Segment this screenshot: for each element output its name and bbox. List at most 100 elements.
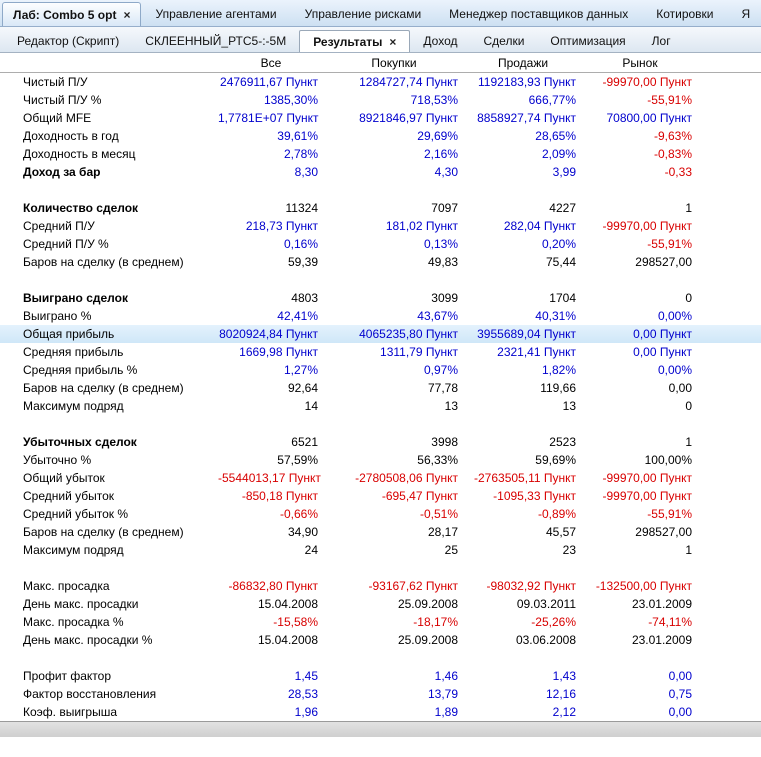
cell-value: 1,45: [294, 669, 318, 683]
table-row[interactable]: Убыточных сделок 6521 3998 2523 1: [0, 433, 761, 451]
sub-tab-5[interactable]: Оптимизация: [537, 29, 638, 52]
cell-value: 1,7781E+07 Пункт: [218, 111, 319, 125]
table-row[interactable]: Чистый П/У % 1385,30% 718,53% 666,77% -55,91…: [0, 91, 761, 109]
cell-value: 13: [562, 399, 576, 413]
table-row[interactable]: Средний убыток % -0,66% -0,51% -0,89% -55,91…: [0, 505, 761, 523]
table-row[interactable]: Баров на сделку (в среднем) 92,64 77,78 119…: [0, 379, 761, 397]
table-row[interactable]: Доход за бар 8,30 4,30 3,99 -0,33: [0, 163, 761, 181]
table-row[interactable]: Коэф. выигрыша 1,96 1,89 2,12 0,00: [0, 703, 761, 721]
cell-value: [464, 271, 582, 289]
cell-value: -55,91%: [647, 507, 692, 521]
cell-value: 8858927,74 Пункт: [477, 111, 576, 125]
main-tab-0[interactable]: Лаб: Combo 5 opt ×: [2, 2, 142, 26]
row-label: День макс. просадки: [23, 597, 139, 611]
cell-value: -98032,92 Пункт: [486, 579, 576, 593]
table-row[interactable]: Средний П/У % 0,16% 0,13% 0,20% -55,91%: [0, 235, 761, 253]
cell-value: 8020924,84 Пункт: [219, 327, 318, 341]
row-label: Средний П/У: [23, 219, 95, 233]
table-row[interactable]: Средний убыток -850,18 Пункт -695,47 Пункт…: [0, 487, 761, 505]
main-tab-3[interactable]: Менеджер поставщиков данных: [435, 2, 642, 26]
table-row[interactable]: Макс. просадка % -15,58% -18,17% -25,26% -74…: [0, 613, 761, 631]
tab-label: Доход: [423, 33, 458, 48]
cell-value: [218, 415, 324, 433]
table-row[interactable]: День макс. просадки % 15.04.2008 25.09.200…: [0, 631, 761, 649]
cell-value: 39,61%: [277, 129, 318, 143]
table-row[interactable]: Максимум подряд 14 13 13 0: [0, 397, 761, 415]
main-tab-5[interactable]: Я: [728, 2, 761, 26]
tab-label: Результаты: [313, 34, 383, 49]
cell-value: -93167,62 Пункт: [368, 579, 458, 593]
cell-value: 0,00 Пункт: [633, 345, 692, 359]
sub-tab-2[interactable]: Результаты ×: [299, 30, 411, 52]
table-row[interactable]: Средняя прибыль 1669,98 Пункт 1311,79 Пунк…: [0, 343, 761, 361]
table-row[interactable]: Средняя прибыль % 1,27% 0,97% 1,82% 0,00%: [0, 361, 761, 379]
row-label: Макс. просадка: [23, 579, 110, 593]
table-row[interactable]: Доходность в год 39,61% 29,69% 28,65% -9,63%: [0, 127, 761, 145]
table-row[interactable]: Средний П/У 218,73 Пункт 181,02 Пункт 282,0…: [0, 217, 761, 235]
cell-value: 1311,79 Пункт: [380, 345, 458, 359]
cell-value: 218,73 Пункт: [245, 219, 318, 233]
document-tab-bar: Редактор (Скрипт) СКЛЕЕННЫЙ_РТС5-:-5М Резу…: [0, 27, 761, 53]
row-label: Общий убыток: [23, 471, 105, 485]
cell-value: 28,65%: [535, 129, 576, 143]
cell-value: 15.04.2008: [257, 597, 318, 611]
cell-value: 24: [304, 543, 318, 557]
cell-value: 11324: [285, 201, 318, 215]
cell-value: 4227: [549, 201, 576, 215]
table-row[interactable]: Фактор восстановления 28,53 13,79 12,16 0,75: [0, 685, 761, 703]
column-header-3[interactable]: Рынок: [622, 56, 658, 70]
cell-value: 56,33%: [417, 453, 458, 467]
cell-value: 59,69%: [535, 453, 576, 467]
close-icon[interactable]: ×: [389, 34, 397, 49]
cell-value: 25.09.2008: [397, 597, 458, 611]
table-row[interactable]: Профит фактор 1,45 1,46 1,43 0,00: [0, 667, 761, 685]
table-row[interactable]: Количество сделок 11324 7097 4227 1: [0, 199, 761, 217]
sub-tab-0[interactable]: Редактор (Скрипт): [4, 29, 132, 52]
table-row[interactable]: Общий MFE 1,7781E+07 Пункт 8921846,97 Пунк…: [0, 109, 761, 127]
cell-value: 23.01.2009: [631, 633, 692, 647]
cell-value: [464, 559, 582, 577]
table-row[interactable]: Максимум подряд 24 25 23 1: [0, 541, 761, 559]
sub-tab-1[interactable]: СКЛЕЕННЫЙ_РТС5-:-5М: [132, 29, 299, 52]
cell-value: 1284727,74 Пункт: [359, 75, 458, 89]
app-window: Лаб: Combo 5 opt × Управление агентами Упра…: [0, 0, 761, 737]
cell-value: -2763505,11 Пункт: [474, 471, 576, 485]
close-icon[interactable]: ×: [123, 7, 131, 22]
cell-value: -0,89%: [537, 507, 576, 521]
table-row[interactable]: Баров на сделку (в среднем) 34,90 28,17 45,…: [0, 523, 761, 541]
sub-tab-3[interactable]: Доход: [410, 29, 470, 52]
cell-value: 77,78: [427, 381, 458, 395]
sub-tab-4[interactable]: Сделки: [471, 29, 538, 52]
cell-value: 8921846,97 Пункт: [359, 111, 458, 125]
tab-label: Я: [741, 7, 751, 21]
main-tab-2[interactable]: Управление рисками: [291, 2, 436, 26]
sub-tab-6[interactable]: Лог: [639, 29, 684, 52]
column-header-2[interactable]: Продажи: [497, 56, 549, 70]
row-label: Средний П/У %: [23, 237, 109, 251]
cell-value: 298527,00: [635, 525, 692, 539]
table-row[interactable]: Макс. просадка -86832,80 Пункт -93167,62 П…: [0, 577, 761, 595]
main-tab-4[interactable]: Котировки: [642, 2, 727, 26]
cell-value: 28,17: [427, 525, 458, 539]
table-row[interactable]: Общая прибыль 8020924,84 Пункт 4065235,80 …: [0, 325, 761, 343]
main-tab-1[interactable]: Управление агентами: [141, 2, 290, 26]
cell-value: -1095,33 Пункт: [493, 489, 576, 503]
tab-label: Управление рисками: [304, 7, 422, 21]
table-row[interactable]: День макс. просадки 15.04.2008 25.09.2008 0…: [0, 595, 761, 613]
cell-value: -5544013,17 Пункт: [218, 471, 321, 485]
table-row[interactable]: Общий убыток -5544013,17 Пункт -2780508,06…: [0, 469, 761, 487]
table-row[interactable]: Доходность в месяц 2,78% 2,16% 2,09% -0,83%: [0, 145, 761, 163]
table-row[interactable]: Чистый П/У 2476911,67 Пункт 1284727,74 Пун…: [0, 73, 761, 91]
column-header-1[interactable]: Покупки: [371, 56, 417, 70]
cell-value: 45,57: [545, 525, 576, 539]
table-row[interactable]: Выиграно % 42,41% 43,67% 40,31% 0,00%: [0, 307, 761, 325]
cell-value: 40,31%: [535, 309, 576, 323]
column-header-0[interactable]: Все: [260, 56, 282, 70]
table-row[interactable]: Баров на сделку (в среднем) 59,39 49,83 75,…: [0, 253, 761, 271]
bottom-strip: [0, 721, 761, 737]
table-row[interactable]: Выиграно сделок 4803 3099 1704 0: [0, 289, 761, 307]
cell-value: 14: [304, 399, 318, 413]
table-row[interactable]: Убыточно % 57,59% 56,33% 59,69% 100,00%: [0, 451, 761, 469]
cell-value: 15.04.2008: [257, 633, 318, 647]
cell-value: 2476911,67 Пункт: [220, 75, 318, 89]
